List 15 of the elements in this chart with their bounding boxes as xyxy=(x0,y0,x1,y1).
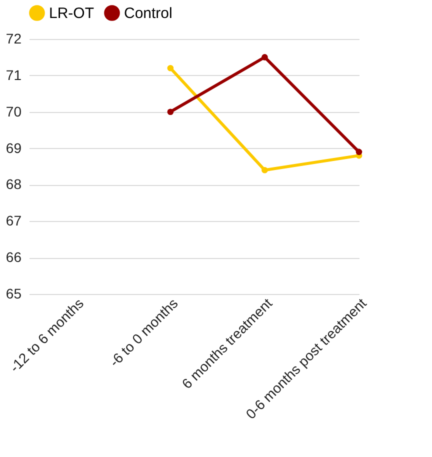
y-tick-label: 72 xyxy=(6,30,22,46)
point xyxy=(167,108,174,116)
y-tick-label: 71 xyxy=(6,66,22,83)
y-tick-label: 67 xyxy=(6,212,22,229)
y-tick-label: 68 xyxy=(6,176,22,192)
y-tick-label: 70 xyxy=(6,103,22,120)
point xyxy=(262,166,268,174)
legend-label: Control xyxy=(124,5,172,22)
point xyxy=(262,54,268,60)
point xyxy=(356,148,362,156)
point xyxy=(167,64,174,72)
y-tick-label: 65 xyxy=(6,286,22,302)
legend-label: LR-OT xyxy=(49,5,94,22)
y-tick-label: 66 xyxy=(6,249,22,266)
y-tick-label: 69 xyxy=(6,140,22,156)
